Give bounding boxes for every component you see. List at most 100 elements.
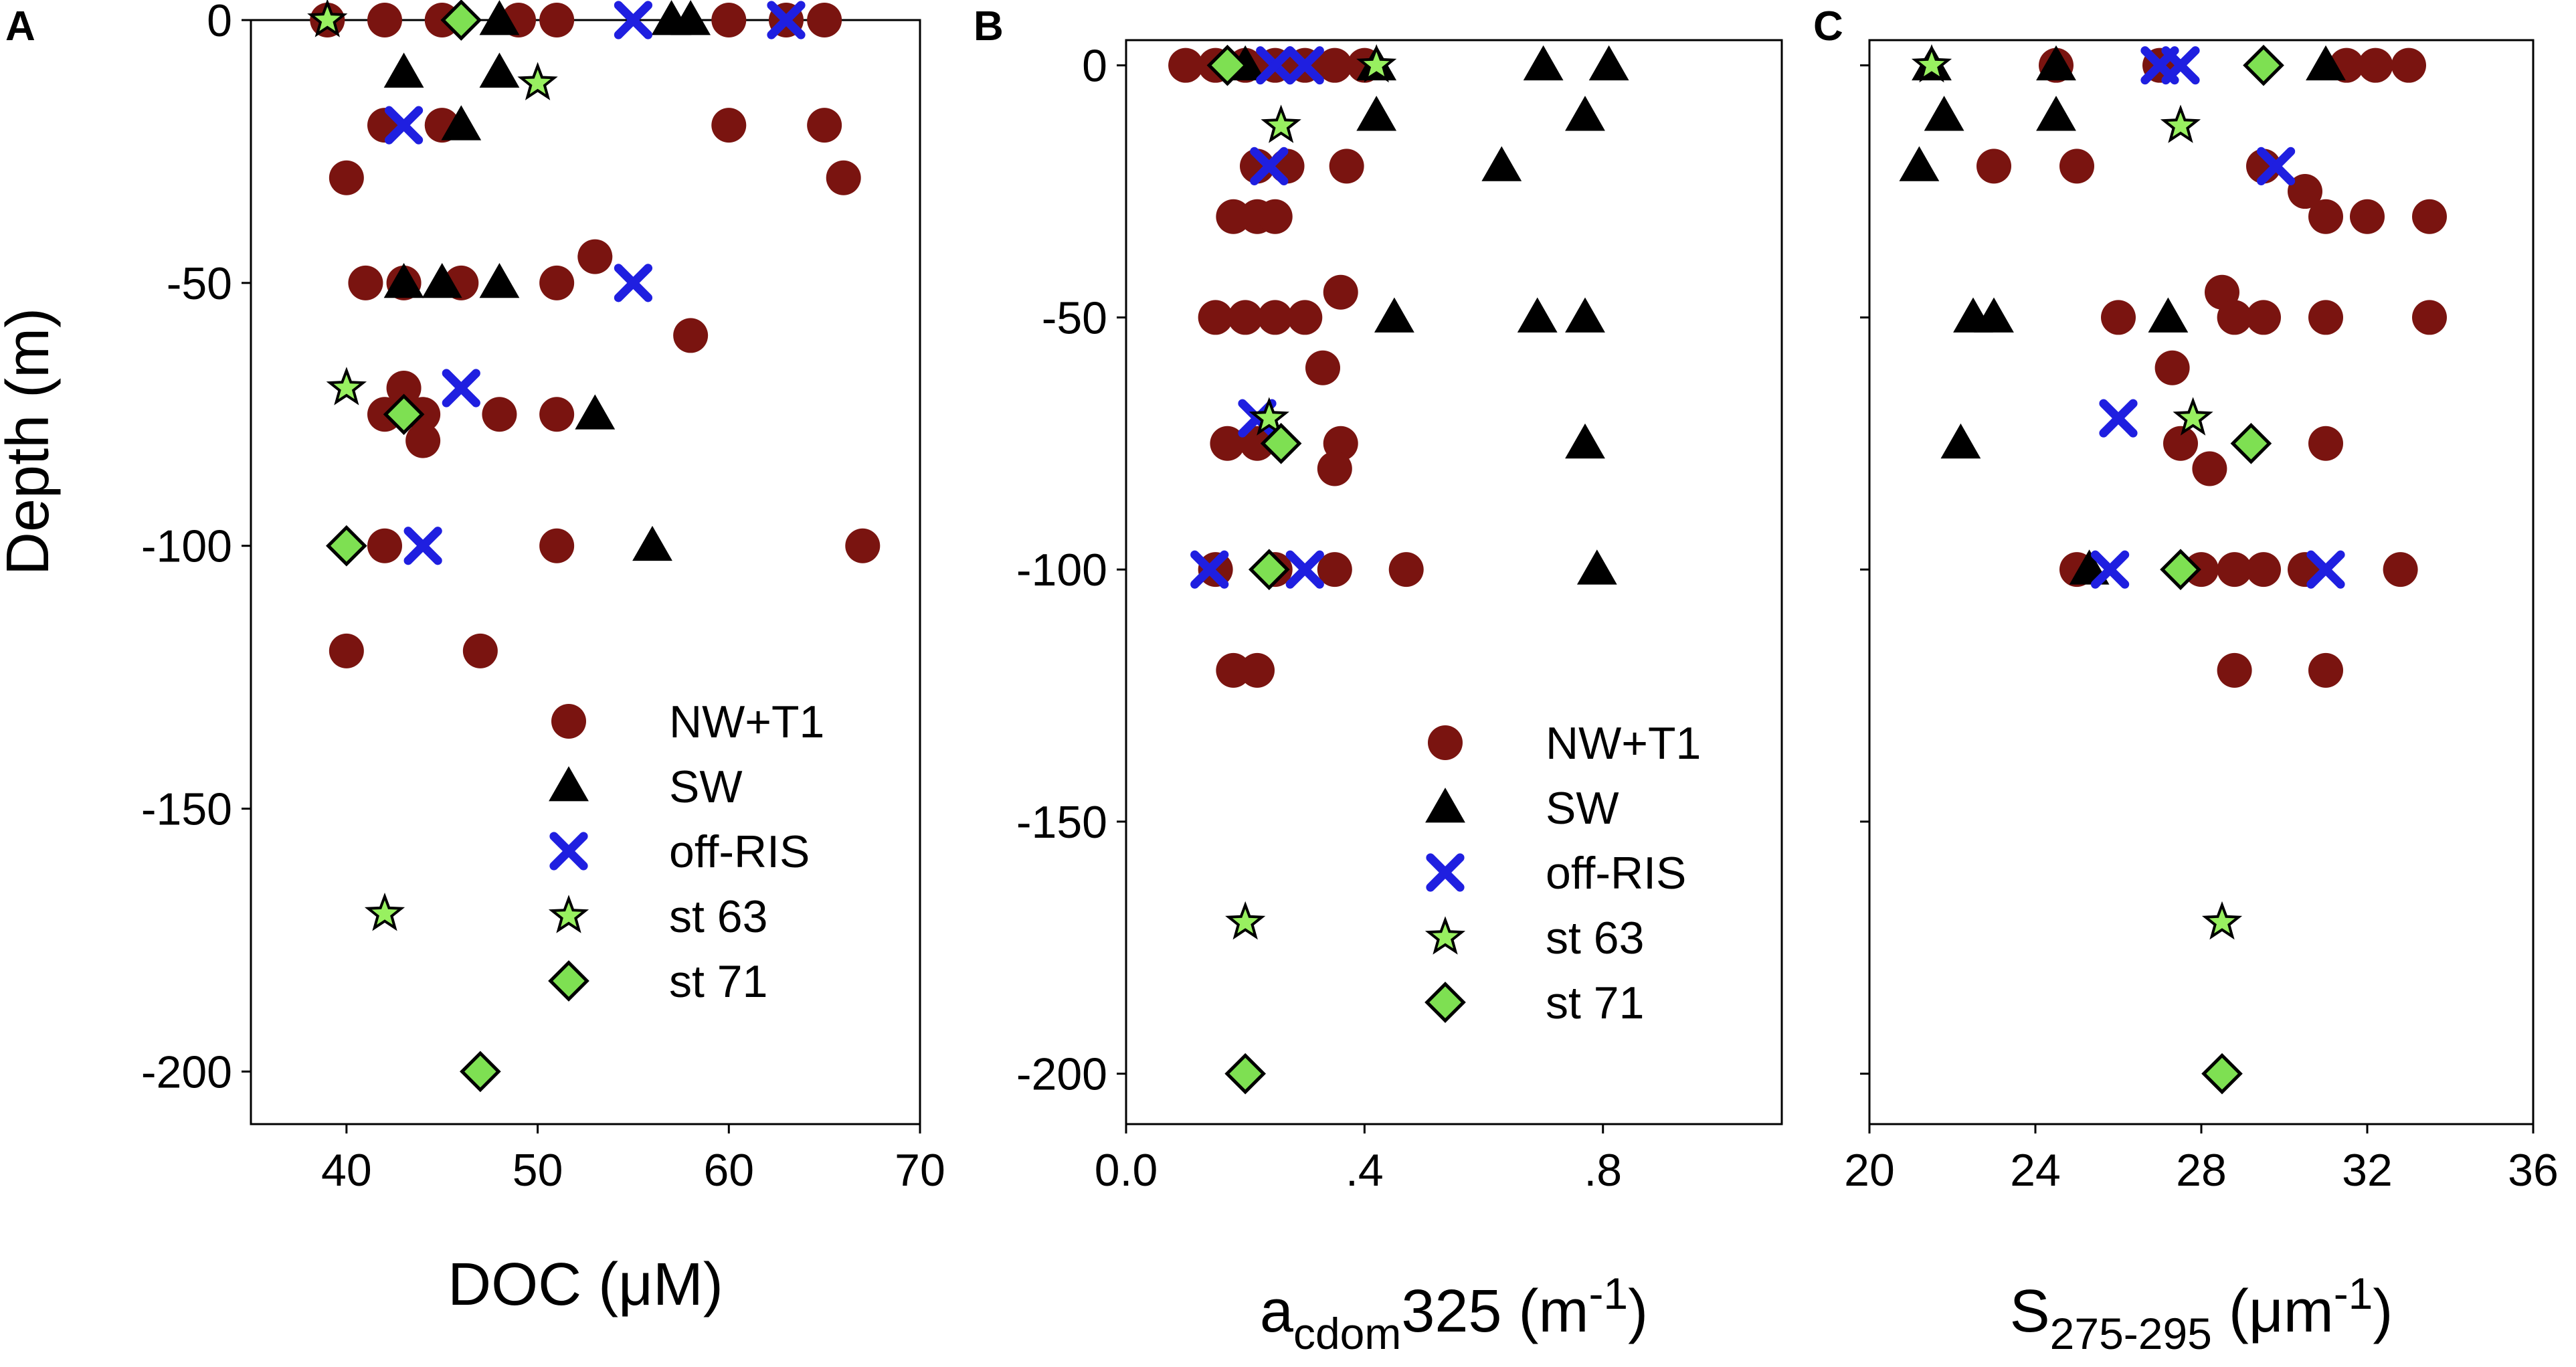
series-nw-t1 (1976, 48, 2447, 688)
data-point (2288, 174, 2322, 209)
data-point (2246, 300, 2281, 335)
data-point (2059, 149, 2094, 184)
y-tick-label: -100 (1016, 545, 1107, 596)
data-point (2192, 451, 2227, 486)
data-point (422, 262, 462, 298)
data-point (2412, 300, 2447, 335)
x-axis-label-mid: 325 (m (1401, 1278, 1588, 1345)
series-st-71 (326, 0, 501, 1093)
legend-marker-stroke-b (549, 832, 588, 871)
panel-letter: A (5, 3, 35, 50)
data-point-stroke-b (2099, 399, 2138, 438)
data-point (2358, 48, 2393, 83)
data-point (2308, 652, 2343, 688)
data-point (2383, 552, 2418, 587)
data-point (1940, 423, 1981, 459)
x-axis-label-end: ) (2373, 1278, 2393, 1345)
y-tick-label: 0 (1082, 41, 1107, 92)
data-point (1257, 199, 1293, 234)
panel-c: C 20 24 28 32 36 S275-295 (μm-1) (1813, 3, 2559, 1358)
data-point-stroke-b (1285, 46, 1324, 85)
legend-label: NW+T1 (669, 697, 824, 747)
data-point (2217, 552, 2252, 587)
data-point (2173, 397, 2213, 436)
data-point (1285, 46, 1324, 85)
data-point (1261, 104, 1301, 143)
data-point (1206, 44, 1249, 86)
data-point (2391, 48, 2426, 83)
data-point (440, 0, 482, 41)
x-axis-label-sup: -1 (1588, 1269, 1628, 1318)
x-tick-label: 20 (1844, 1145, 1895, 1196)
data-point (2201, 1053, 2243, 1095)
panels: A 0 -50 -100 -150 -200 40 50 60 70 DOC (μM) NW+T1 SW… (5, 0, 2559, 1358)
y-tick-label: -200 (141, 1046, 232, 1097)
data-point (1356, 43, 1397, 83)
data-point (441, 105, 482, 141)
panel-a: A 0 -50 -100 -150 -200 40 50 60 70 DOC (μM) NW+T1 SW… (5, 0, 945, 1318)
series-nw-t1 (1168, 48, 1424, 688)
data-point (1190, 550, 1229, 589)
x-axis-label: DOC (μM) (448, 1251, 723, 1318)
data-point (2163, 426, 2198, 461)
panel-b: B 0 -50 -100 -150 -200 0.0 .4 .8 acdom325 (m-1) NW… (974, 3, 1783, 1358)
data-point (2306, 550, 2345, 589)
data-point (614, 264, 653, 302)
data-point (2160, 104, 2201, 143)
data-point (575, 394, 616, 430)
data-point (326, 367, 367, 405)
data-point (673, 318, 709, 353)
data-point (1388, 552, 1424, 587)
x-tick-label: 0.0 (1095, 1145, 1158, 1196)
data-point (1974, 297, 2014, 333)
data-point (1565, 297, 1605, 333)
y-tick-label: -50 (167, 258, 232, 309)
data-point (2036, 96, 2076, 131)
x-axis-label-main: S (2010, 1278, 2050, 1345)
series-off-ris (2091, 46, 2345, 589)
data-point (1250, 147, 1289, 185)
data-point (1523, 45, 1564, 81)
series-st-63 (1911, 43, 2243, 940)
data-point (1565, 423, 1605, 459)
data-point (539, 265, 575, 300)
y-axis-label: Depth (m) (0, 308, 62, 575)
y-tick-label: -150 (1016, 797, 1107, 848)
legend: NW+T1 SW off-RIS st 63 st 71 (1424, 718, 1701, 1028)
x-axis-label-main: a (1260, 1278, 1294, 1345)
data-point (1317, 552, 1352, 587)
data-point (539, 3, 575, 37)
data-point-stroke-b (2306, 550, 2345, 589)
data-point (517, 62, 558, 100)
series-st-71 (1206, 44, 1302, 1095)
data-point (1317, 48, 1352, 83)
data-point (2160, 549, 2201, 590)
x-axis-label-mid: (μm (2212, 1278, 2334, 1345)
legend-label: off-RIS (669, 826, 810, 877)
x-axis-label-sub: cdom (1293, 1309, 1401, 1358)
data-point (2101, 300, 2136, 335)
data-point (577, 239, 613, 274)
data-point (2308, 426, 2343, 461)
data-point (2306, 45, 2346, 81)
data-point (1317, 451, 1352, 486)
x-tick-label: .4 (1346, 1145, 1384, 1196)
data-point (2246, 552, 2281, 587)
legend-marker (549, 832, 588, 871)
data-point (845, 528, 881, 563)
y-tick-label: -200 (1016, 1049, 1107, 1100)
data-point (1287, 300, 1323, 335)
x-tick-label: 32 (2342, 1145, 2393, 1196)
data-point (1576, 549, 1617, 585)
data-point (2308, 300, 2343, 335)
data-point (479, 52, 520, 88)
x-tick-label: 50 (513, 1145, 563, 1196)
data-point (2412, 199, 2447, 234)
data-point-stroke-b (614, 1, 653, 39)
data-point (405, 423, 441, 458)
data-point (482, 397, 517, 432)
data-point (1240, 652, 1275, 688)
legend-marker (1426, 853, 1465, 892)
panel-letter: B (974, 3, 1004, 50)
legend-marker (1425, 788, 1465, 823)
